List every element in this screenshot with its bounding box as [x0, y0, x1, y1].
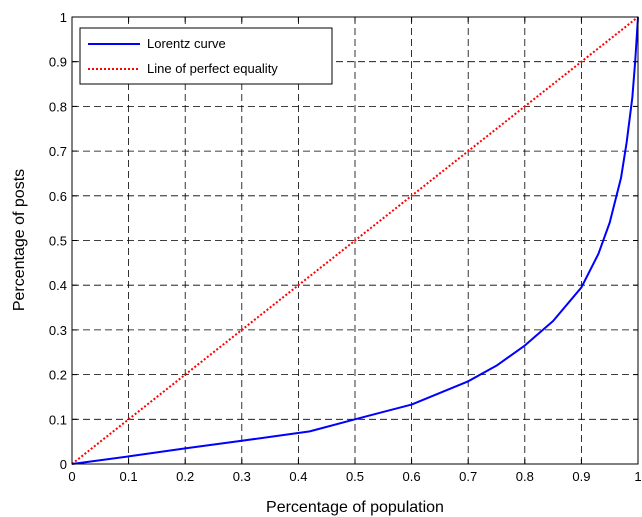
y-tick-label: 0.6	[49, 189, 67, 204]
x-tick-label: 0.3	[233, 469, 251, 484]
x-tick-label: 1	[634, 469, 641, 484]
x-tick-label: 0.1	[120, 469, 138, 484]
x-tick-label: 0.9	[572, 469, 590, 484]
x-tick-label: 0.5	[346, 469, 364, 484]
x-tick-label: 0.6	[403, 469, 421, 484]
y-tick-label: 0.2	[49, 368, 67, 383]
tick-group: 0 0.1 0.2 0.3 0.4 0.5 0.6 0.7 0.8 0.9 1 0 0.1 0.2 0.3 0…	[49, 10, 642, 484]
y-tick-label: 0.9	[49, 55, 67, 70]
series-line-0	[71, 16, 639, 465]
x-axis-label: Percentage of population	[266, 499, 444, 516]
x-tick-label: 0.8	[516, 469, 534, 484]
legend: Lorentz curve Line of perfect equality	[79, 27, 333, 85]
y-tick-label: 1	[60, 10, 67, 25]
y-tick-label: 0.1	[49, 412, 67, 427]
y-tick-label: 0.5	[49, 234, 67, 249]
y-axis-label: Percentage of posts	[11, 169, 28, 311]
y-tick-label: 0.3	[49, 323, 67, 338]
y-tick-label: 0.8	[49, 99, 67, 114]
y-tick-label: 0.7	[49, 144, 67, 159]
x-tick-label: 0.4	[289, 469, 307, 484]
series-group	[71, 16, 639, 465]
legend-box	[79, 27, 333, 85]
legend-label-lorentz: Lorentz curve	[147, 36, 226, 51]
y-tick-label: 0.4	[49, 278, 67, 293]
x-tick-label: 0.7	[459, 469, 477, 484]
x-tick-label: 0.2	[176, 469, 194, 484]
y-tick-label: 0	[60, 457, 67, 472]
x-tick-label: 0	[68, 469, 75, 484]
legend-label-equality: Line of perfect equality	[147, 61, 278, 76]
series-line-1	[71, 16, 639, 465]
